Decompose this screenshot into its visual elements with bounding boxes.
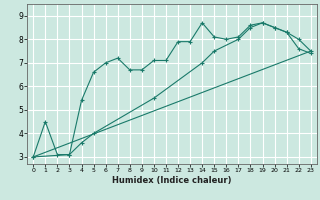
X-axis label: Humidex (Indice chaleur): Humidex (Indice chaleur) [112,176,232,185]
